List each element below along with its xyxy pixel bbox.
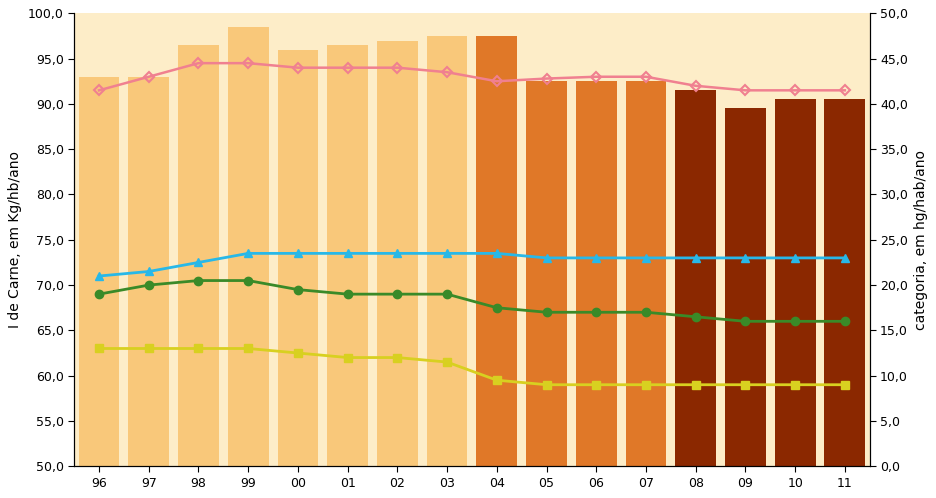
Bar — [427, 36, 467, 466]
Bar — [328, 45, 368, 466]
Bar — [825, 100, 865, 466]
Bar — [377, 40, 417, 466]
Bar — [79, 77, 120, 466]
Bar — [725, 109, 766, 466]
Bar — [775, 100, 815, 466]
Bar — [576, 81, 617, 466]
Bar — [625, 81, 666, 466]
Bar — [278, 50, 318, 466]
Bar — [675, 90, 716, 466]
Bar — [227, 27, 269, 466]
Bar — [128, 77, 169, 466]
Y-axis label: categoria, em hg/hab/ano: categoria, em hg/hab/ano — [914, 150, 928, 330]
Bar — [476, 36, 518, 466]
Bar — [526, 81, 567, 466]
Bar — [178, 45, 219, 466]
Y-axis label: I de Carne, em Kg/hb/ano: I de Carne, em Kg/hb/ano — [8, 151, 22, 328]
